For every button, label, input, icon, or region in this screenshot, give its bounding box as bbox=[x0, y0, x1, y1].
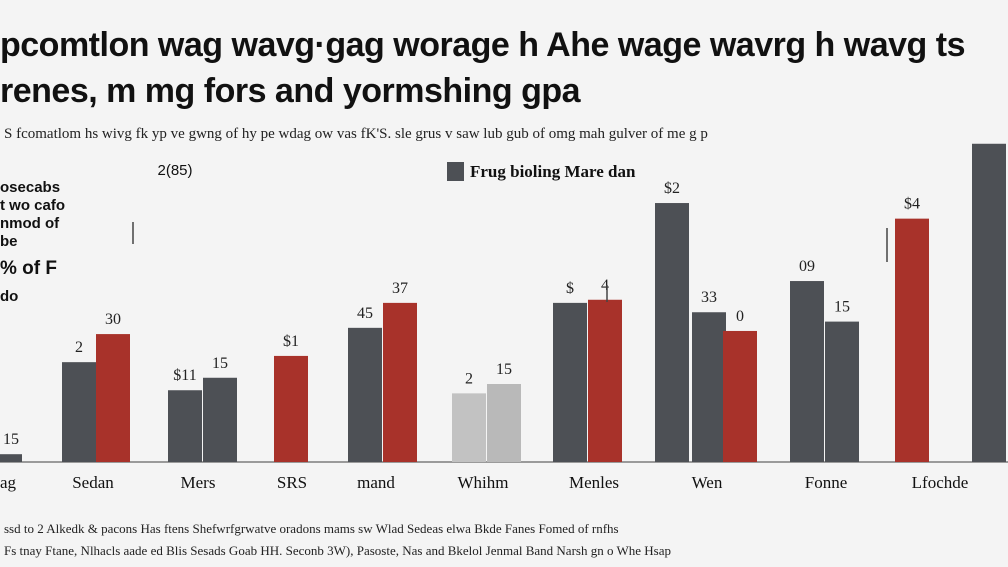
bar-wen-13 bbox=[692, 312, 726, 462]
chart-subtitle: S fcomatlom hs wivg fk yp ve gwng of hy … bbox=[4, 126, 708, 142]
y-axis-caption-line: be bbox=[0, 233, 18, 250]
bar-menles-10 bbox=[553, 302, 587, 462]
bar-whihm-9 bbox=[487, 384, 521, 462]
category-label: ag bbox=[0, 473, 17, 492]
bar-value-label: 4 bbox=[601, 277, 609, 294]
bar-value-label: 15 bbox=[212, 355, 228, 372]
y-axis-caption-line: 2(85) bbox=[157, 162, 192, 179]
bar-value-label: 15 bbox=[834, 299, 850, 316]
bar-value-label: $4 bbox=[904, 196, 920, 213]
bar-mand-7 bbox=[383, 302, 417, 462]
legend-swatch bbox=[447, 162, 464, 181]
bar-value-label: $2 bbox=[664, 180, 680, 197]
category-label: mand bbox=[357, 473, 395, 492]
bar-srs-5 bbox=[274, 355, 308, 462]
y-axis-caption-line: t wo cafo bbox=[0, 197, 65, 214]
chart-title-line-1: pcomtlon wag wavg·gag worage h Ahe wage … bbox=[0, 26, 965, 64]
bar-fonne-15 bbox=[790, 281, 824, 462]
bar-ag-0 bbox=[0, 454, 22, 462]
bar-sedan-2 bbox=[96, 334, 130, 462]
legend-label: Frug bioling Mare dan bbox=[470, 162, 636, 181]
bar-whihm-8 bbox=[452, 393, 486, 462]
footnote-line-2: Fs tnay Ftane, Nlhacls aade ed Blis Sesa… bbox=[4, 543, 671, 558]
bar-mand-6 bbox=[348, 327, 382, 462]
bar-mers-3 bbox=[168, 390, 202, 462]
bar-fonne-16 bbox=[825, 321, 859, 462]
category-label: Fonne bbox=[805, 473, 848, 492]
bar-value-label: 30 bbox=[105, 311, 121, 328]
bar-value-label: 37 bbox=[392, 280, 408, 297]
footnote-line-1: ssd to 2 Alkedk & pacons Has ftens Shefw… bbox=[4, 521, 619, 536]
category-label: SRS bbox=[277, 473, 307, 492]
bar-value-label: 45 bbox=[357, 305, 373, 322]
category-label: Sedan bbox=[72, 473, 114, 492]
y-axis-caption-line: nmod of bbox=[0, 215, 60, 232]
bar-lfochde-17 bbox=[895, 218, 929, 462]
category-label: Whihm bbox=[458, 473, 509, 492]
y-axis-caption-line: osecabs bbox=[0, 179, 60, 196]
y-axis-caption-line: % of F bbox=[0, 258, 57, 279]
chart-title-line-2: renes, m mg fors and yormshing gpa bbox=[0, 72, 581, 110]
bar-lfochde-18 bbox=[972, 143, 1006, 462]
bar-sedan-1 bbox=[62, 362, 96, 462]
category-label: Wen bbox=[692, 473, 723, 492]
bar-value-label: 2 bbox=[465, 370, 473, 387]
y-axis-caption-line: do bbox=[0, 288, 18, 305]
category-label: Menles bbox=[569, 473, 619, 492]
bar-wen-12 bbox=[655, 203, 689, 463]
bar-value-label: 0 bbox=[736, 308, 744, 325]
bar-value-label: $11 bbox=[173, 367, 196, 384]
bar-value-label: 33 bbox=[701, 289, 717, 306]
bar-value-label: 15 bbox=[496, 361, 512, 378]
bar-value-label: 2 bbox=[75, 339, 83, 356]
bar-mers-4 bbox=[203, 377, 237, 462]
bar-value-label: $1 bbox=[283, 333, 299, 350]
category-label: Lfochde bbox=[912, 473, 969, 492]
bar-chart: 15 2 30 $11 15 $1 45 37 2 15 $ 4 $2 33 0 09 15 $4 ag Sedan M… bbox=[0, 143, 1008, 492]
chart-footnote: ssd to 2 Alkedk & pacons Has ftens Shefw… bbox=[4, 518, 1004, 562]
bar-value-label: 15 bbox=[3, 431, 19, 448]
bar-wen-14 bbox=[723, 330, 757, 462]
bar-value-label: 09 bbox=[799, 258, 815, 275]
chart-title: pcomtlon wag wavg·gag worage h Ahe wage … bbox=[0, 22, 1008, 114]
bar-menles-11 bbox=[588, 299, 622, 462]
category-label: Mers bbox=[181, 473, 216, 492]
bar-value-label: $ bbox=[566, 280, 574, 297]
